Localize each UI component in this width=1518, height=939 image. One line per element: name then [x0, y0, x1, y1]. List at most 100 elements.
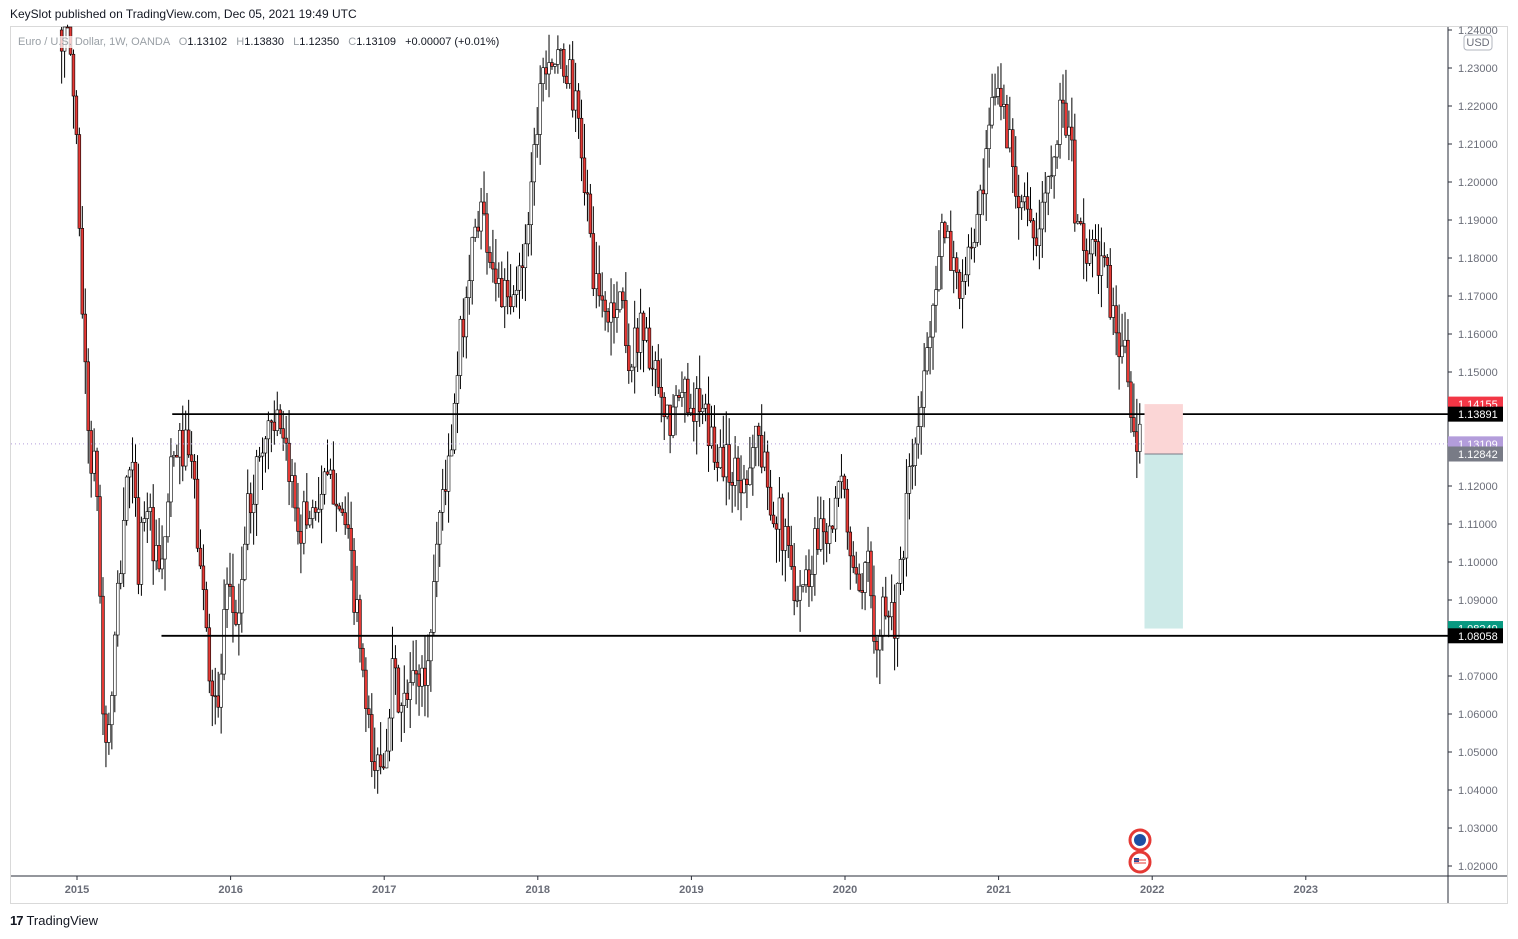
candle [311, 499, 315, 529]
candle-body [851, 555, 855, 568]
candle [659, 358, 663, 423]
candle-body [1129, 381, 1133, 418]
us-event-icon[interactable] [1128, 850, 1152, 874]
footer-brand[interactable]: 17 TradingView [10, 913, 98, 928]
candle-body [491, 262, 495, 270]
candle-body [1132, 417, 1136, 433]
stop-loss-zone[interactable] [1144, 404, 1183, 455]
candle-body [494, 268, 498, 284]
candle [860, 573, 864, 610]
candle [952, 240, 956, 294]
candle [1123, 312, 1127, 354]
candle-body [721, 446, 726, 478]
currency-badge[interactable]: USD [1463, 34, 1493, 51]
candle-body [278, 409, 282, 429]
candle-body [290, 475, 294, 482]
candle [414, 639, 418, 705]
candle [768, 469, 773, 521]
candle-body [597, 273, 601, 297]
candle [458, 315, 463, 390]
events-icons[interactable] [1128, 828, 1152, 874]
candle [429, 628, 433, 692]
candle [996, 66, 1000, 105]
candle [497, 262, 501, 298]
price-tick-label: 1.05000 [1458, 747, 1498, 759]
candle-body [892, 602, 897, 639]
candle-body [872, 595, 876, 642]
candle-body [760, 435, 764, 468]
candle [827, 498, 832, 554]
time-axis[interactable]: 2015 2016 2017 2018 2019 2020 2021 2022 2023 [65, 876, 1318, 896]
candle [1076, 214, 1080, 225]
candle-body [408, 682, 412, 700]
candle-body [216, 695, 220, 708]
candle-body [993, 96, 997, 98]
candle [807, 549, 811, 607]
candle [376, 747, 380, 794]
candle-body [503, 280, 507, 308]
candle-body [110, 695, 114, 726]
candle [795, 585, 799, 608]
candle [925, 332, 929, 375]
candle [260, 437, 265, 491]
candle-body [396, 667, 401, 713]
time-tick-label: 2019 [679, 884, 703, 896]
candle [934, 265, 938, 333]
candle [792, 543, 796, 616]
candle-body [1008, 129, 1012, 149]
candle [287, 410, 291, 506]
candle [621, 287, 625, 309]
candle-body [497, 278, 501, 284]
candle-body [346, 524, 350, 529]
candle [169, 438, 173, 517]
candle [393, 645, 398, 695]
candle [192, 454, 197, 499]
close-label: C [348, 36, 357, 48]
candle-body [384, 750, 389, 769]
price-tick-label: 1.12000 [1458, 481, 1498, 493]
candle [789, 525, 793, 570]
candle [186, 399, 191, 458]
candle [937, 230, 941, 292]
candle [854, 551, 858, 584]
candle-body [186, 429, 191, 456]
candle [553, 63, 557, 74]
candle [715, 444, 720, 482]
candle-body [449, 449, 454, 457]
short-position-tool[interactable] [1144, 404, 1183, 629]
horizontal-levels[interactable] [11, 413, 1448, 637]
candle [751, 434, 755, 496]
candle [1022, 182, 1027, 211]
candle-body [130, 461, 135, 471]
candle-body [452, 402, 457, 451]
candle [432, 554, 436, 635]
candle-body [795, 599, 799, 602]
candle-body [1138, 423, 1142, 452]
candle-body [777, 497, 782, 530]
candle-body [313, 507, 318, 513]
eu-event-icon[interactable] [1128, 828, 1152, 852]
candle-body [163, 536, 167, 560]
close-value: 1.13109 [356, 36, 396, 48]
candle [207, 613, 212, 694]
take-profit-zone[interactable] [1144, 454, 1183, 629]
candle [839, 454, 844, 499]
candle-body [417, 673, 421, 687]
candle [618, 291, 622, 313]
candle-body [358, 599, 362, 649]
candle-body [727, 444, 731, 483]
price-tick-label: 1.18000 [1458, 253, 1498, 265]
candle-body [213, 695, 217, 698]
candle [966, 234, 971, 287]
candle-body [957, 271, 962, 299]
candle [231, 553, 235, 643]
candle [284, 415, 288, 461]
candle [178, 423, 182, 485]
candle [1105, 254, 1110, 289]
candle-body [757, 425, 761, 436]
candle-body [334, 503, 339, 507]
candle [866, 526, 870, 582]
candle [142, 501, 147, 532]
candle [638, 288, 643, 370]
